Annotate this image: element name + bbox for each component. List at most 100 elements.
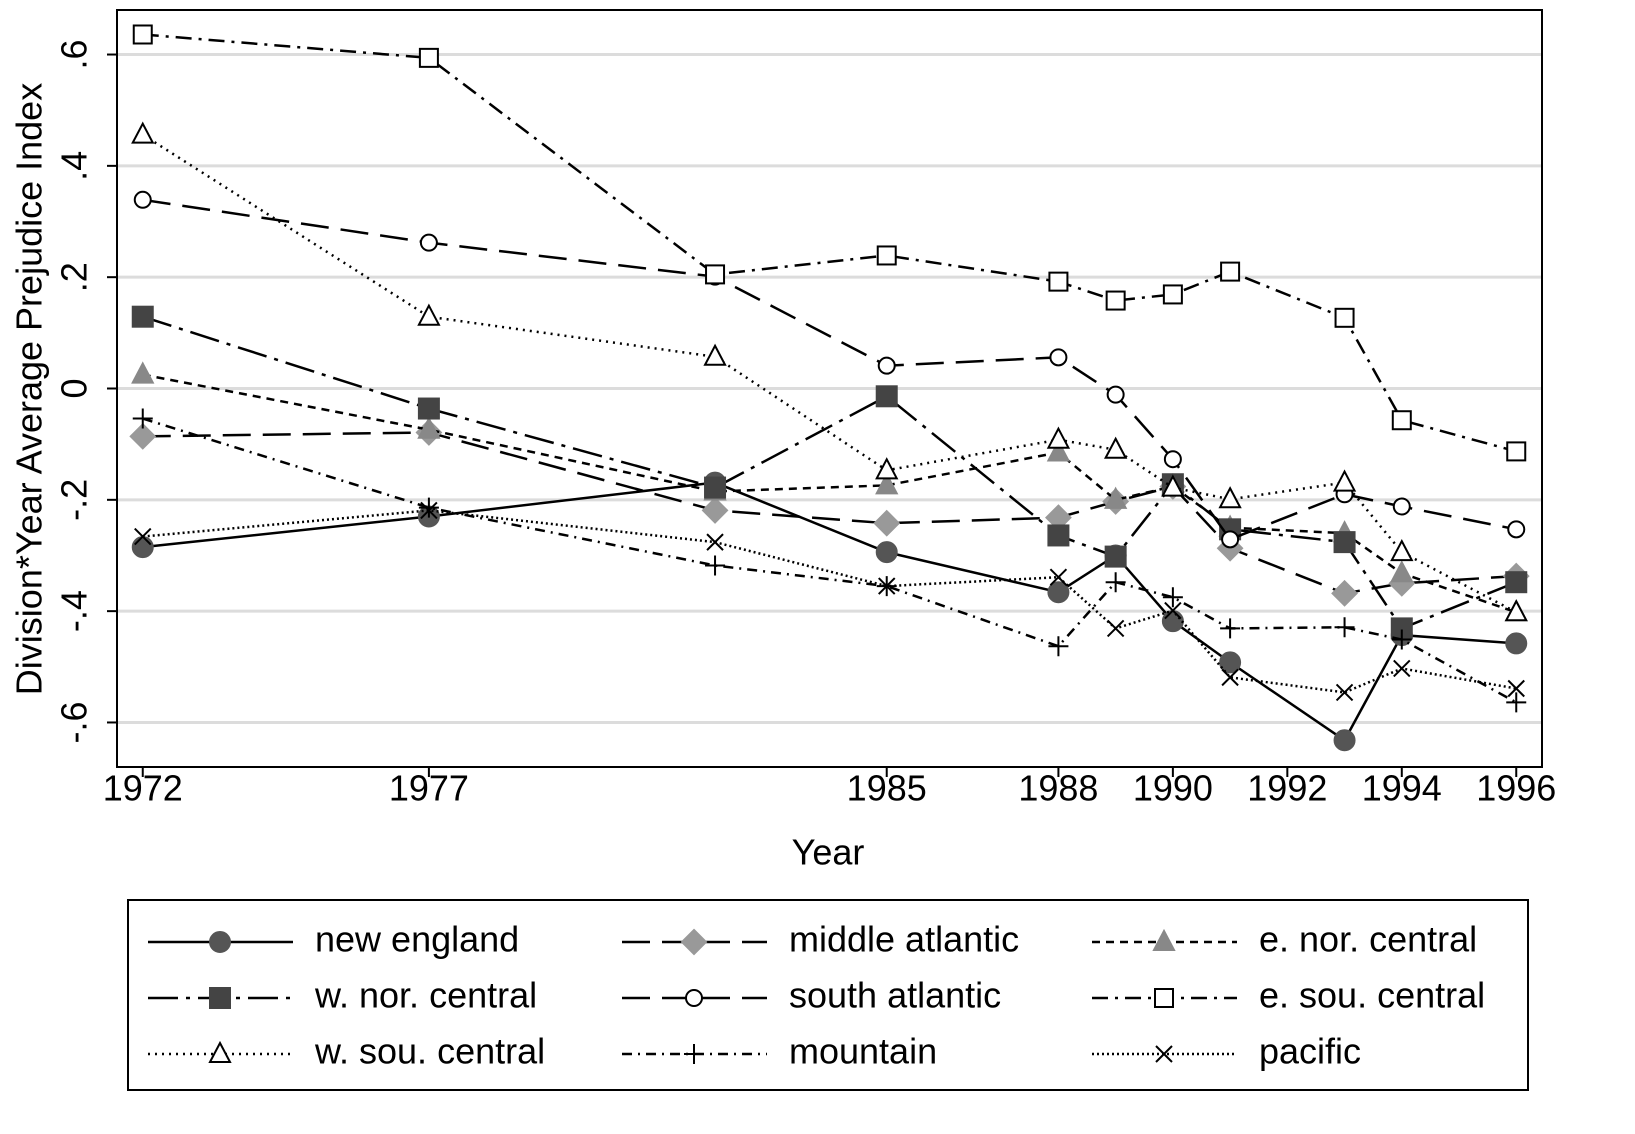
legend-marker: [1152, 928, 1176, 951]
data-point: [875, 457, 899, 480]
data-point: [1504, 599, 1528, 622]
x-tick-label: 1992: [1247, 768, 1327, 809]
data-point: [1219, 651, 1242, 674]
data-point: [875, 541, 898, 564]
data-point: [1046, 439, 1071, 462]
data-point: [1105, 572, 1126, 593]
legend-label: new england: [315, 919, 519, 960]
legend-marker: [1154, 988, 1174, 1008]
legend-label: w. sou. central: [314, 1031, 545, 1072]
data-point: [1331, 579, 1358, 607]
y-tick-label: 0: [54, 378, 95, 398]
data-point: [1163, 450, 1182, 469]
legend-label: mountain: [789, 1031, 937, 1072]
data-point: [705, 264, 726, 285]
data-point: [420, 501, 438, 520]
data-point: [1334, 617, 1355, 638]
data-point: [1220, 261, 1241, 282]
data-point: [1049, 568, 1068, 586]
data-point: [1046, 426, 1071, 449]
y-tick-label: .2: [54, 262, 95, 292]
data-point: [1390, 560, 1414, 583]
data-point: [1507, 679, 1525, 698]
data-point: [705, 555, 726, 576]
data-point: [701, 496, 729, 524]
data-point: [1161, 610, 1184, 633]
data-point: [1103, 486, 1128, 509]
data-point: [703, 343, 727, 366]
x-tick-label: 1996: [1476, 768, 1556, 809]
data-point: [133, 190, 152, 209]
data-point: [418, 47, 439, 68]
data-point: [877, 356, 896, 375]
y-axis-label: Division*Year Average Prejudice Index: [9, 83, 50, 695]
legend-marker: [685, 989, 703, 1007]
data-point: [1506, 441, 1527, 462]
legend-label: middle atlantic: [789, 919, 1019, 960]
data-point: [418, 497, 439, 518]
data-point: [706, 533, 724, 551]
data-point: [1048, 271, 1069, 292]
data-point: [875, 472, 899, 495]
legend-box: [127, 899, 1529, 1091]
data-point: [1218, 486, 1242, 509]
data-point: [134, 527, 152, 546]
legend-label: pacific: [1259, 1031, 1361, 1072]
data-point: [873, 509, 901, 537]
legend-label: south atlantic: [789, 975, 1001, 1016]
data-point: [1164, 601, 1182, 620]
data-point: [1333, 729, 1356, 752]
data-point: [1104, 545, 1127, 568]
x-tick-label: 1977: [389, 768, 469, 809]
legend-marker: [1155, 1045, 1173, 1063]
data-point: [704, 476, 727, 499]
plot-frame: [116, 9, 1543, 768]
legend-label: w. nor. central: [314, 975, 537, 1016]
data-point: [1162, 284, 1183, 305]
data-point: [417, 416, 441, 439]
legend-marker: [684, 1044, 704, 1064]
data-point: [1391, 410, 1412, 431]
x-tick-label: 1994: [1362, 768, 1442, 809]
series-line: [142, 33, 1517, 453]
data-point: [1334, 307, 1355, 328]
y-tick-label: .6: [54, 40, 95, 70]
data-point: [419, 233, 438, 252]
data-point: [1391, 629, 1412, 650]
data-point: [417, 303, 441, 326]
legend-marker: [209, 931, 231, 953]
y-tick-label: -.2: [54, 479, 95, 521]
x-tick-label: 1988: [1018, 768, 1098, 809]
data-point: [1335, 683, 1354, 702]
data-point: [878, 577, 896, 595]
y-tick-label: -.4: [54, 590, 95, 632]
data-point: [1505, 632, 1528, 655]
data-point: [1390, 538, 1414, 562]
data-point: [132, 408, 153, 429]
x-tick-label: 1972: [103, 768, 183, 809]
data-point: [129, 422, 157, 450]
data-point: [1162, 587, 1183, 608]
legend-marker: [680, 928, 708, 956]
data-point: [131, 361, 155, 384]
data-point: [132, 24, 153, 45]
data-point: [876, 245, 897, 266]
data-point: [1049, 348, 1068, 367]
data-point: [1221, 668, 1239, 687]
data-point: [1161, 474, 1185, 497]
data-point: [1106, 385, 1125, 404]
data-point: [131, 305, 154, 328]
data-point: [1047, 524, 1070, 547]
x-tick-label: 1990: [1133, 768, 1213, 809]
legend-label: e. sou. central: [1259, 975, 1485, 1016]
data-point: [1392, 497, 1411, 516]
y-tick-label: -.6: [54, 701, 95, 743]
y-tick-label: .4: [54, 151, 95, 181]
data-point: [1105, 290, 1126, 311]
data-point: [1333, 531, 1356, 554]
data-point: [875, 385, 898, 408]
data-point: [131, 536, 154, 559]
data-point: [1506, 692, 1527, 713]
data-point: [1220, 618, 1241, 639]
